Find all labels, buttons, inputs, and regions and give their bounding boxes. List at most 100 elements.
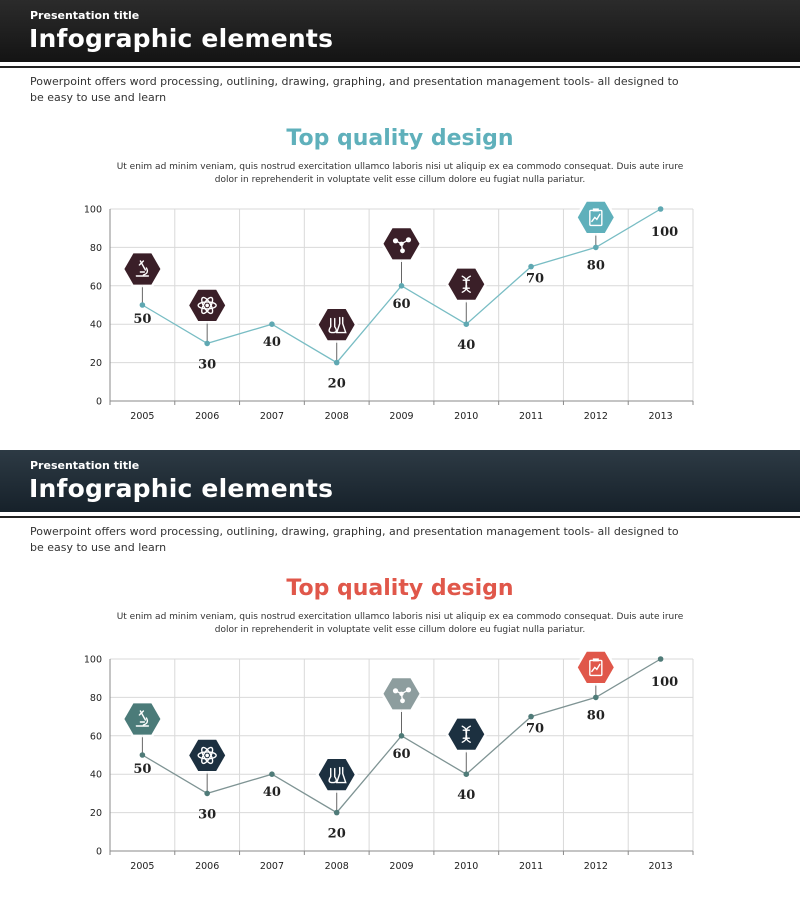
y-tick-label: 80 (90, 243, 102, 254)
x-tick-label: 2011 (519, 861, 543, 872)
chart-subtitle: Ut enim ad minim veniam, quis nostrud ex… (116, 162, 684, 185)
flask-icon (328, 316, 347, 334)
data-point (657, 656, 664, 662)
y-tick-label: 40 (90, 320, 102, 331)
data-label: 40 (263, 785, 281, 800)
x-tick-label: 2012 (584, 411, 608, 422)
data-label: 30 (198, 807, 216, 822)
microscope-icon (135, 260, 150, 277)
slide-1: Presentation title Infographic elements … (0, 0, 800, 422)
y-tick-label: 60 (90, 731, 102, 742)
header-bar: Presentation title Infographic elements (0, 0, 800, 62)
slide-title: Infographic elements (29, 24, 334, 53)
data-label: 40 (457, 338, 475, 353)
data-label: 100 (651, 675, 678, 690)
data-point (139, 752, 146, 758)
data-label: 80 (587, 708, 605, 723)
data-point (528, 263, 534, 270)
data-label: 50 (133, 312, 151, 327)
intro-text: Powerpoint offers word processing, outli… (30, 75, 679, 104)
icon-marker (186, 737, 229, 794)
x-tick-label: 2010 (454, 861, 478, 872)
data-label: 50 (133, 762, 151, 777)
data-point (463, 771, 470, 777)
data-label: 60 (392, 747, 410, 762)
data-point (269, 771, 275, 777)
flask-icon (328, 766, 347, 784)
x-tick-label: 2008 (325, 861, 349, 872)
header-bar: Presentation title Infographic elements (0, 450, 800, 512)
hexagon-badge (124, 253, 161, 285)
dna-icon (461, 275, 471, 293)
header-divider (0, 516, 800, 518)
x-tick-label: 2010 (454, 411, 478, 422)
y-tick-label: 80 (90, 693, 102, 704)
header-divider (0, 66, 800, 68)
presentation-title: Presentation title (30, 459, 140, 472)
data-point (463, 321, 470, 327)
data-point (657, 206, 664, 212)
y-tick-label: 0 (96, 847, 102, 858)
data-point (398, 283, 405, 289)
data-label: 20 (328, 377, 346, 392)
x-tick-label: 2013 (649, 411, 673, 422)
y-tick-label: 60 (90, 281, 102, 292)
intro-text: Powerpoint offers word processing, outli… (30, 525, 679, 554)
icon-marker (121, 250, 164, 305)
icon-marker (574, 649, 617, 698)
x-tick-label: 2007 (260, 861, 284, 872)
data-point (593, 694, 599, 701)
data-point (269, 321, 275, 327)
data-point (139, 302, 146, 308)
icon-marker (186, 287, 229, 344)
x-tick-label: 2006 (195, 861, 219, 872)
chart-title: Top quality design (286, 126, 514, 151)
chart-subtitle: Ut enim ad minim veniam, quis nostrud ex… (116, 612, 684, 635)
data-point (398, 733, 405, 739)
icon-marker (315, 306, 358, 363)
data-point (333, 359, 340, 366)
atom-icon (197, 746, 217, 765)
y-tick-label: 100 (84, 205, 102, 216)
line-chart: 0 20 40 60 80 100 2005 2006 2007 2008 2009 2010 2011… (84, 649, 694, 872)
icon-marker (574, 199, 617, 248)
x-tick-label: 2011 (519, 411, 543, 422)
slide-title: Infographic elements (29, 474, 334, 503)
data-point (333, 809, 340, 816)
icon-marker (380, 225, 423, 286)
dna-icon (461, 725, 471, 743)
molecule-icon (392, 687, 412, 704)
presentation-title: Presentation title (30, 9, 140, 22)
x-tick-label: 2013 (649, 861, 673, 872)
icon-marker (121, 700, 164, 755)
slide-2: Presentation title Infographic elements … (0, 450, 800, 900)
x-tick-label: 2007 (260, 411, 284, 422)
line-chart: 0 20 40 60 80 100 2005 2006 2007 2008 2009 2010 2011… (84, 199, 694, 422)
clipboard-chart-icon (589, 658, 603, 677)
data-label: 60 (392, 297, 410, 312)
data-point (528, 713, 534, 720)
molecule-icon (392, 237, 412, 254)
data-point (593, 244, 599, 251)
icon-marker (315, 756, 358, 813)
icon-marker (380, 675, 423, 736)
data-label: 70 (526, 272, 544, 287)
data-label: 70 (526, 722, 544, 737)
data-label: 20 (328, 827, 346, 842)
y-tick-label: 40 (90, 770, 102, 781)
y-tick-label: 20 (90, 808, 102, 819)
data-label: 100 (651, 225, 678, 240)
y-tick-label: 100 (84, 655, 102, 666)
icon-marker (445, 266, 488, 325)
y-tick-label: 20 (90, 358, 102, 369)
x-tick-label: 2006 (195, 411, 219, 422)
chart-title: Top quality design (286, 576, 514, 601)
x-tick-label: 2009 (389, 411, 413, 422)
hexagon-badge (124, 703, 161, 735)
x-tick-label: 2008 (325, 411, 349, 422)
data-label: 80 (587, 258, 605, 273)
data-point (204, 790, 210, 797)
y-tick-label: 0 (96, 397, 102, 408)
icon-marker (445, 716, 488, 775)
clipboard-chart-icon (589, 208, 603, 227)
